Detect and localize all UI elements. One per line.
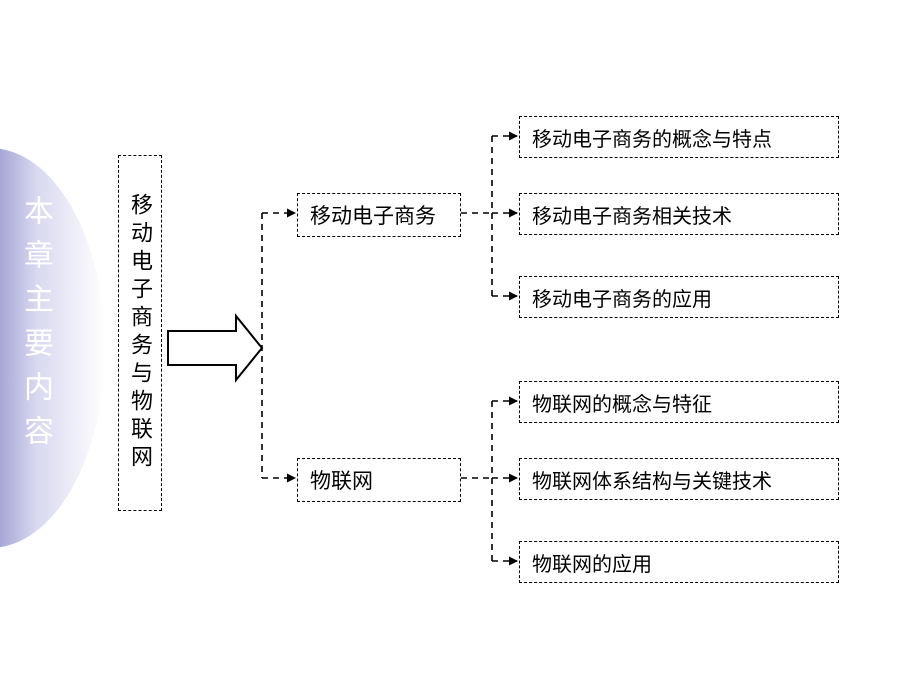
leaf-node: 移动电子商务的应用 [519,276,839,318]
leaf-node: 物联网的应用 [519,541,839,583]
root-node: 移动电子商务与物联网 [118,155,162,511]
diagram-canvas: 本章主要内容 移动电子商务与物联网 移动电子商务 物联网 移动电子商务的概念与特… [0,0,920,690]
chapter-title: 本章主要内容 [20,195,50,459]
node-mcommerce: 移动电子商务 [297,193,461,237]
leaf-node: 移动电子商务的概念与特点 [519,116,839,158]
leaf-node: 物联网体系结构与关键技术 [519,458,839,500]
leaf-node: 移动电子商务相关技术 [519,193,839,235]
leaf-node: 物联网的概念与特征 [519,381,839,423]
title-background-ellipse [0,148,105,548]
node-iot: 物联网 [297,458,461,502]
